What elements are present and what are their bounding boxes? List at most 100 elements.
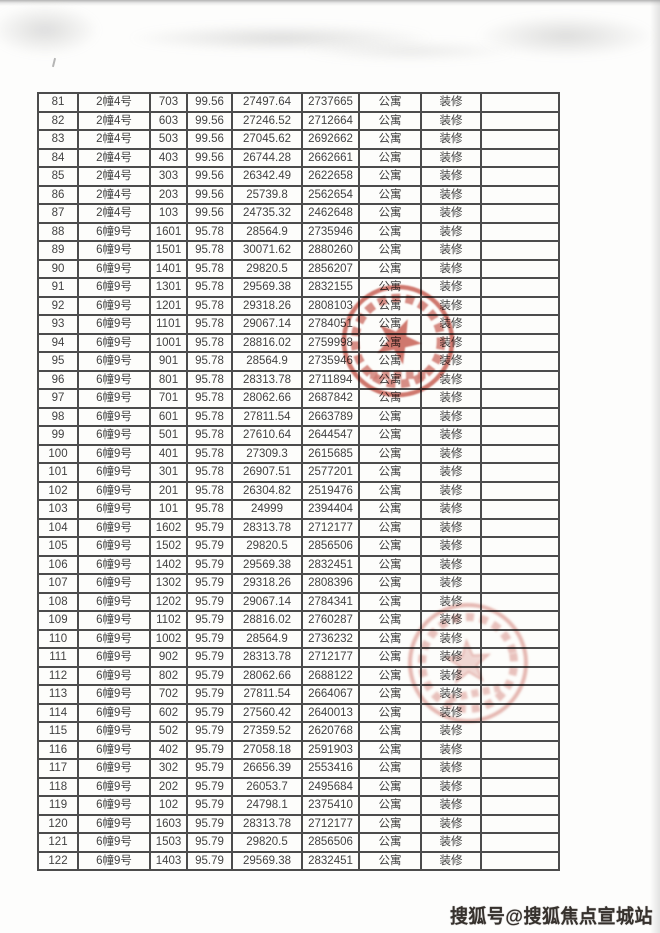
table-cell-r5-c7: 装修 — [422, 186, 480, 203]
table-cell-r23-c1: 6幢9号 — [79, 519, 149, 536]
table-cell-r37-c0: 118 — [39, 778, 77, 795]
table-cell-r33-c3: 95.79 — [188, 704, 231, 721]
table-cell-r11-c1: 6幢9号 — [79, 297, 149, 314]
table-cell-r10-c4: 29569.38 — [233, 279, 301, 296]
table-cell-r6-c0: 87 — [39, 205, 77, 222]
table-cell-r36-c0: 117 — [39, 760, 77, 777]
table-cell-r21-c7: 装修 — [422, 482, 480, 499]
table-cell-r0-c8 — [482, 94, 558, 111]
table-cell-r10-c5: 2832155 — [303, 279, 358, 296]
table-cell-r37-c1: 6幢9号 — [79, 778, 149, 795]
table-cell-r28-c0: 109 — [39, 612, 77, 629]
table-cell-r24-c0: 105 — [39, 538, 77, 555]
table-cell-r21-c8 — [482, 482, 558, 499]
table-cell-r3-c1: 2幢4号 — [79, 149, 149, 166]
table-cell-r25-c5: 2832451 — [303, 556, 358, 573]
table-cell-r1-c3: 99.56 — [188, 112, 231, 129]
table-cell-r6-c8 — [482, 205, 558, 222]
table-cell-r4-c8 — [482, 168, 558, 185]
table-cell-r32-c4: 27811.54 — [233, 686, 301, 703]
table-cell-r13-c3: 95.78 — [188, 334, 231, 351]
table-cell-r29-c7: 装修 — [422, 630, 480, 647]
scan-pen-mark — [51, 57, 57, 68]
table-cell-r20-c4: 26907.51 — [233, 464, 301, 481]
table-cell-r4-c1: 2幢4号 — [79, 168, 149, 185]
table-cell-r23-c6: 公寓 — [360, 519, 420, 536]
table-cell-r41-c8 — [482, 852, 558, 869]
table-cell-r4-c7: 装修 — [422, 168, 480, 185]
table-cell-r29-c2: 1002 — [151, 630, 186, 647]
table-cell-r14-c0: 95 — [39, 353, 77, 370]
table-cell-r16-c4: 28062.66 — [233, 390, 301, 407]
table-cell-r8-c6: 公寓 — [360, 242, 420, 259]
table-cell-r7-c7: 装修 — [422, 223, 480, 240]
table-cell-r39-c8 — [482, 815, 558, 832]
table-cell-r9-c6: 公寓 — [360, 260, 420, 277]
table-cell-r24-c8 — [482, 538, 558, 555]
table-cell-r2-c0: 83 — [39, 131, 77, 148]
table-cell-r13-c0: 94 — [39, 334, 77, 351]
table-cell-r22-c3: 95.78 — [188, 501, 231, 518]
table-cell-r21-c4: 26304.82 — [233, 482, 301, 499]
table-cell-r13-c7: 装修 — [422, 334, 480, 351]
table-cell-r38-c1: 6幢9号 — [79, 797, 149, 814]
table-cell-r35-c3: 95.79 — [188, 741, 231, 758]
table-cell-r1-c0: 82 — [39, 112, 77, 129]
table-cell-r10-c2: 1301 — [151, 279, 186, 296]
table-cell-r37-c7: 装修 — [422, 778, 480, 795]
table-cell-r27-c4: 29067.14 — [233, 593, 301, 610]
table-cell-r30-c2: 902 — [151, 649, 186, 666]
table-cell-r22-c7: 装修 — [422, 501, 480, 518]
table-cell-r24-c3: 95.79 — [188, 538, 231, 555]
table-cell-r39-c4: 28313.78 — [233, 815, 301, 832]
table-cell-r3-c5: 2662661 — [303, 149, 358, 166]
table-cell-r32-c5: 2664067 — [303, 686, 358, 703]
table-cell-r12-c4: 29067.14 — [233, 316, 301, 333]
table-cell-r5-c0: 86 — [39, 186, 77, 203]
table-cell-r19-c8 — [482, 445, 558, 462]
table-cell-r1-c5: 2712664 — [303, 112, 358, 129]
table-cell-r4-c6: 公寓 — [360, 168, 420, 185]
table-cell-r38-c0: 119 — [39, 797, 77, 814]
table-cell-r24-c5: 2856506 — [303, 538, 358, 555]
table-cell-r36-c8 — [482, 760, 558, 777]
table-cell-r0-c3: 99.56 — [188, 94, 231, 111]
table-cell-r9-c0: 90 — [39, 260, 77, 277]
table-cell-r35-c8 — [482, 741, 558, 758]
table-cell-r13-c2: 1001 — [151, 334, 186, 351]
table-cell-r3-c7: 装修 — [422, 149, 480, 166]
table-cell-r41-c0: 122 — [39, 852, 77, 869]
table-cell-r31-c2: 802 — [151, 667, 186, 684]
table-cell-r13-c1: 6幢9号 — [79, 334, 149, 351]
table-cell-r8-c0: 89 — [39, 242, 77, 259]
table-cell-r26-c3: 95.79 — [188, 575, 231, 592]
table-cell-r19-c6: 公寓 — [360, 445, 420, 462]
table-cell-r9-c3: 95.78 — [188, 260, 231, 277]
table-cell-r6-c1: 2幢4号 — [79, 205, 149, 222]
table-cell-r29-c8 — [482, 630, 558, 647]
table-cell-r18-c3: 95.78 — [188, 427, 231, 444]
table-cell-r3-c6: 公寓 — [360, 149, 420, 166]
table-cell-r37-c2: 202 — [151, 778, 186, 795]
table-cell-r3-c4: 26744.28 — [233, 149, 301, 166]
table-cell-r2-c3: 99.56 — [188, 131, 231, 148]
table-cell-r0-c4: 27497.64 — [233, 94, 301, 111]
table-cell-r30-c7: 装修 — [422, 649, 480, 666]
table-cell-r7-c1: 6幢9号 — [79, 223, 149, 240]
table-cell-r34-c5: 2620768 — [303, 723, 358, 740]
table-cell-r17-c4: 27811.54 — [233, 408, 301, 425]
table-cell-r39-c2: 1603 — [151, 815, 186, 832]
table-cell-r10-c3: 95.78 — [188, 279, 231, 296]
table-cell-r18-c0: 99 — [39, 427, 77, 444]
table-cell-r26-c0: 107 — [39, 575, 77, 592]
table-cell-r17-c3: 95.78 — [188, 408, 231, 425]
table-cell-r23-c3: 95.79 — [188, 519, 231, 536]
table-cell-r27-c0: 108 — [39, 593, 77, 610]
table-cell-r33-c4: 27560.42 — [233, 704, 301, 721]
table-cell-r26-c2: 1302 — [151, 575, 186, 592]
table-cell-r22-c2: 101 — [151, 501, 186, 518]
table-cell-r21-c1: 6幢9号 — [79, 482, 149, 499]
table-cell-r40-c0: 121 — [39, 834, 77, 851]
table-cell-r3-c3: 99.56 — [188, 149, 231, 166]
table-cell-r8-c2: 1501 — [151, 242, 186, 259]
